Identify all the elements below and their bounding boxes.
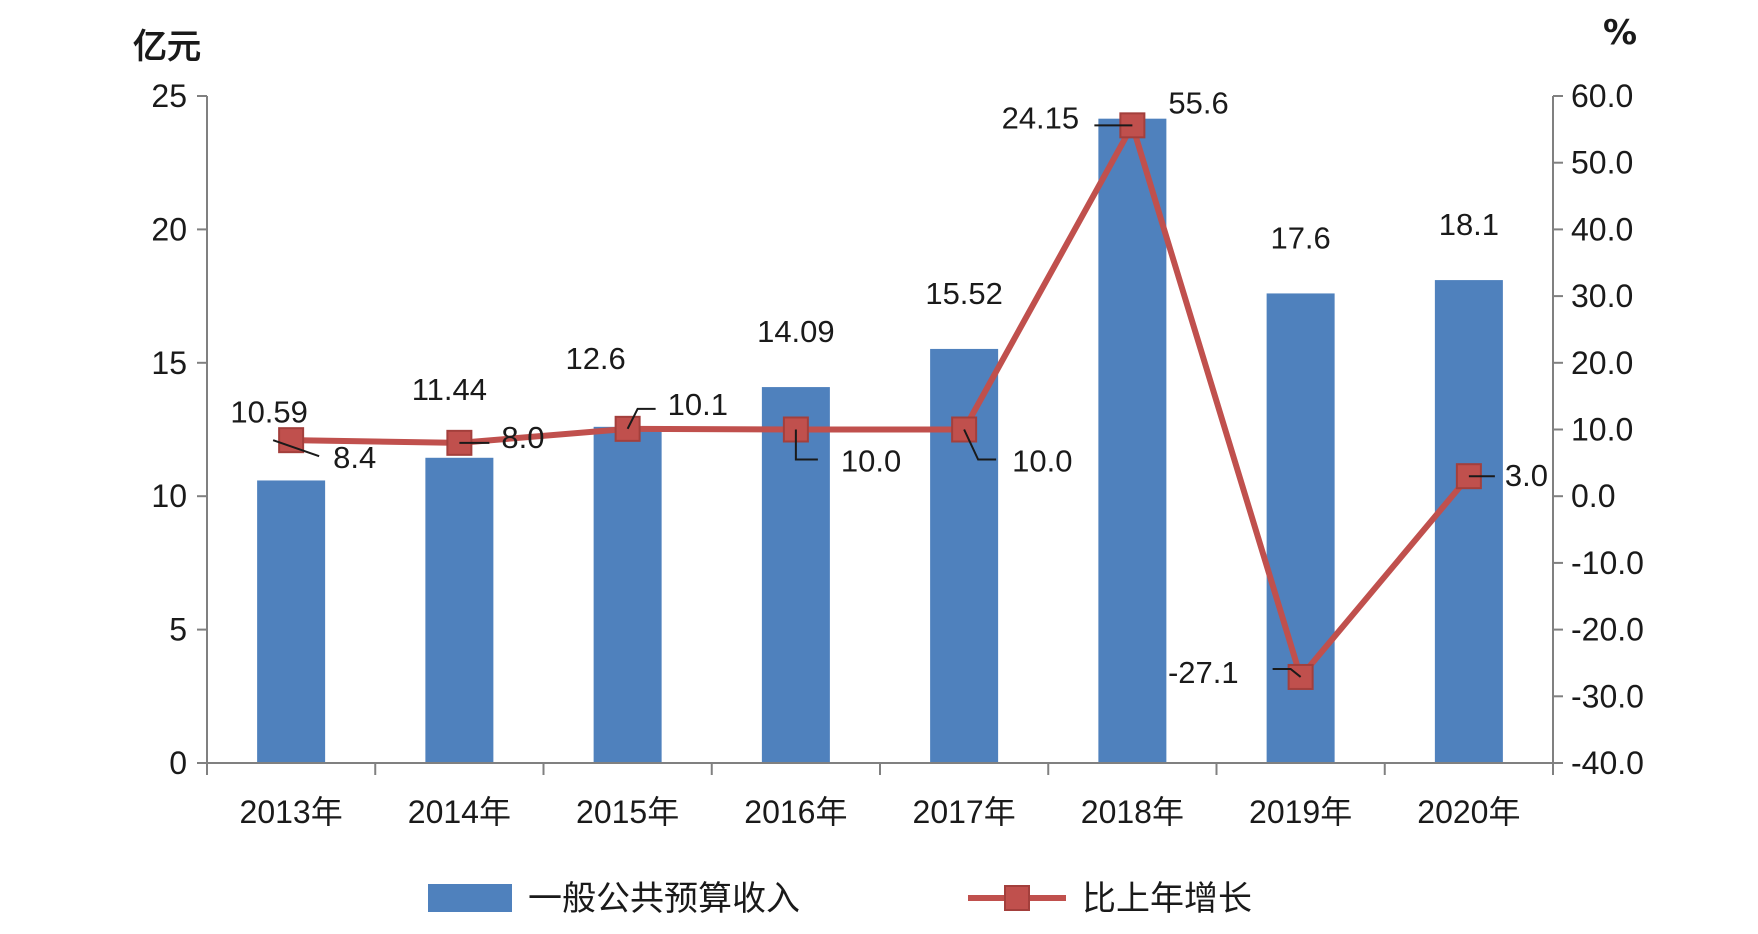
y-right-tick-label: 40.0 — [1571, 211, 1633, 247]
x-tick-label: 2020年 — [1417, 794, 1520, 830]
line-value-label: 55.6 — [1168, 85, 1228, 120]
x-tick-label: 2016年 — [744, 794, 847, 830]
bar-value-label: 18.1 — [1439, 207, 1499, 242]
bar-value-label: 17.6 — [1270, 220, 1330, 255]
leader-line-6 — [1272, 667, 1302, 678]
leader-line-4 — [963, 429, 997, 461]
y-right-tick-label: -40.0 — [1571, 745, 1644, 781]
data-labels: 10.59 11.44 12.6 14.09 15.52 24.15 17.6 18.1 8.4… — [230, 85, 1548, 690]
y-right-unit: % — [1603, 13, 1637, 53]
y-left-tick-label: 20 — [151, 211, 187, 247]
bar-value-label: 12.6 — [565, 341, 625, 376]
y-right-tick-label: 50.0 — [1571, 145, 1633, 181]
growth-line — [291, 122, 1472, 680]
line-value-label: 8.0 — [501, 420, 544, 455]
bar-value-label: 15.52 — [925, 276, 1003, 311]
x-tick-label: 2013年 — [240, 794, 343, 830]
bar-4 — [930, 348, 999, 763]
y-right-tick-label: 30.0 — [1571, 278, 1633, 314]
x-tick-label: 2019年 — [1249, 794, 1352, 830]
axes: 0 5 10 15 20 25 -40.0 -30.0 -20.0 -10.0 0.0 10.0 20.… — [133, 13, 1644, 830]
y-left-tick-label: 5 — [169, 612, 187, 648]
line-series — [278, 112, 1482, 690]
leader-line-0 — [272, 439, 320, 458]
bar-value-label: 11.44 — [412, 372, 487, 407]
bar-1 — [425, 457, 494, 763]
bar-7 — [1434, 280, 1503, 763]
bar-0 — [257, 480, 326, 763]
y-right-tick-label: -20.0 — [1571, 612, 1644, 648]
y-left-unit: 亿元 — [133, 27, 201, 67]
legend-label-line: 比上年增长 — [1082, 879, 1252, 919]
line-value-label: -27.1 — [1168, 655, 1239, 690]
leader-line-2 — [626, 407, 656, 430]
line-value-label: 10.0 — [841, 444, 901, 479]
y-right-tick-label: 10.0 — [1571, 412, 1633, 448]
line-value-label: 10.0 — [1012, 444, 1072, 479]
y-right-tick-label: 0.0 — [1571, 478, 1615, 514]
y-left-tick-label: 15 — [151, 345, 187, 381]
x-tick-label: 2018年 — [1081, 794, 1184, 830]
growth-marker-6 — [1287, 663, 1314, 690]
legend: 一般公共预算收入 比上年增长 — [428, 879, 1252, 919]
legend-label-bar: 一般公共预算收入 — [528, 879, 800, 919]
bar-value-label: 10.59 — [230, 394, 308, 429]
y-right-tick-label: -30.0 — [1571, 678, 1644, 714]
y-right-tick-label: 60.0 — [1571, 78, 1633, 114]
bar-5 — [1098, 118, 1167, 764]
y-left-tick-label: 25 — [151, 78, 187, 114]
legend-swatch-bar — [428, 884, 512, 912]
y-left-tick-label: 0 — [169, 745, 187, 781]
y-right-tick-label: 20.0 — [1571, 345, 1633, 381]
bar-value-label: 14.09 — [757, 314, 835, 349]
legend-swatch-marker — [1004, 885, 1030, 911]
x-tick-label: 2015年 — [576, 794, 679, 830]
line-value-label: 8.4 — [333, 440, 376, 475]
bar-2 — [593, 426, 662, 763]
line-value-label: 3.0 — [1505, 458, 1548, 493]
x-tick-label: 2014年 — [408, 794, 511, 830]
y-right-tick-label: -10.0 — [1571, 545, 1644, 581]
line-value-label: 10.1 — [668, 387, 728, 422]
x-tick-label: 2017年 — [913, 794, 1016, 830]
y-left-tick-label: 10 — [151, 478, 187, 514]
bar-value-label: 24.15 — [1002, 101, 1080, 136]
leader-line-3 — [794, 429, 818, 461]
bar-6 — [1266, 293, 1335, 763]
